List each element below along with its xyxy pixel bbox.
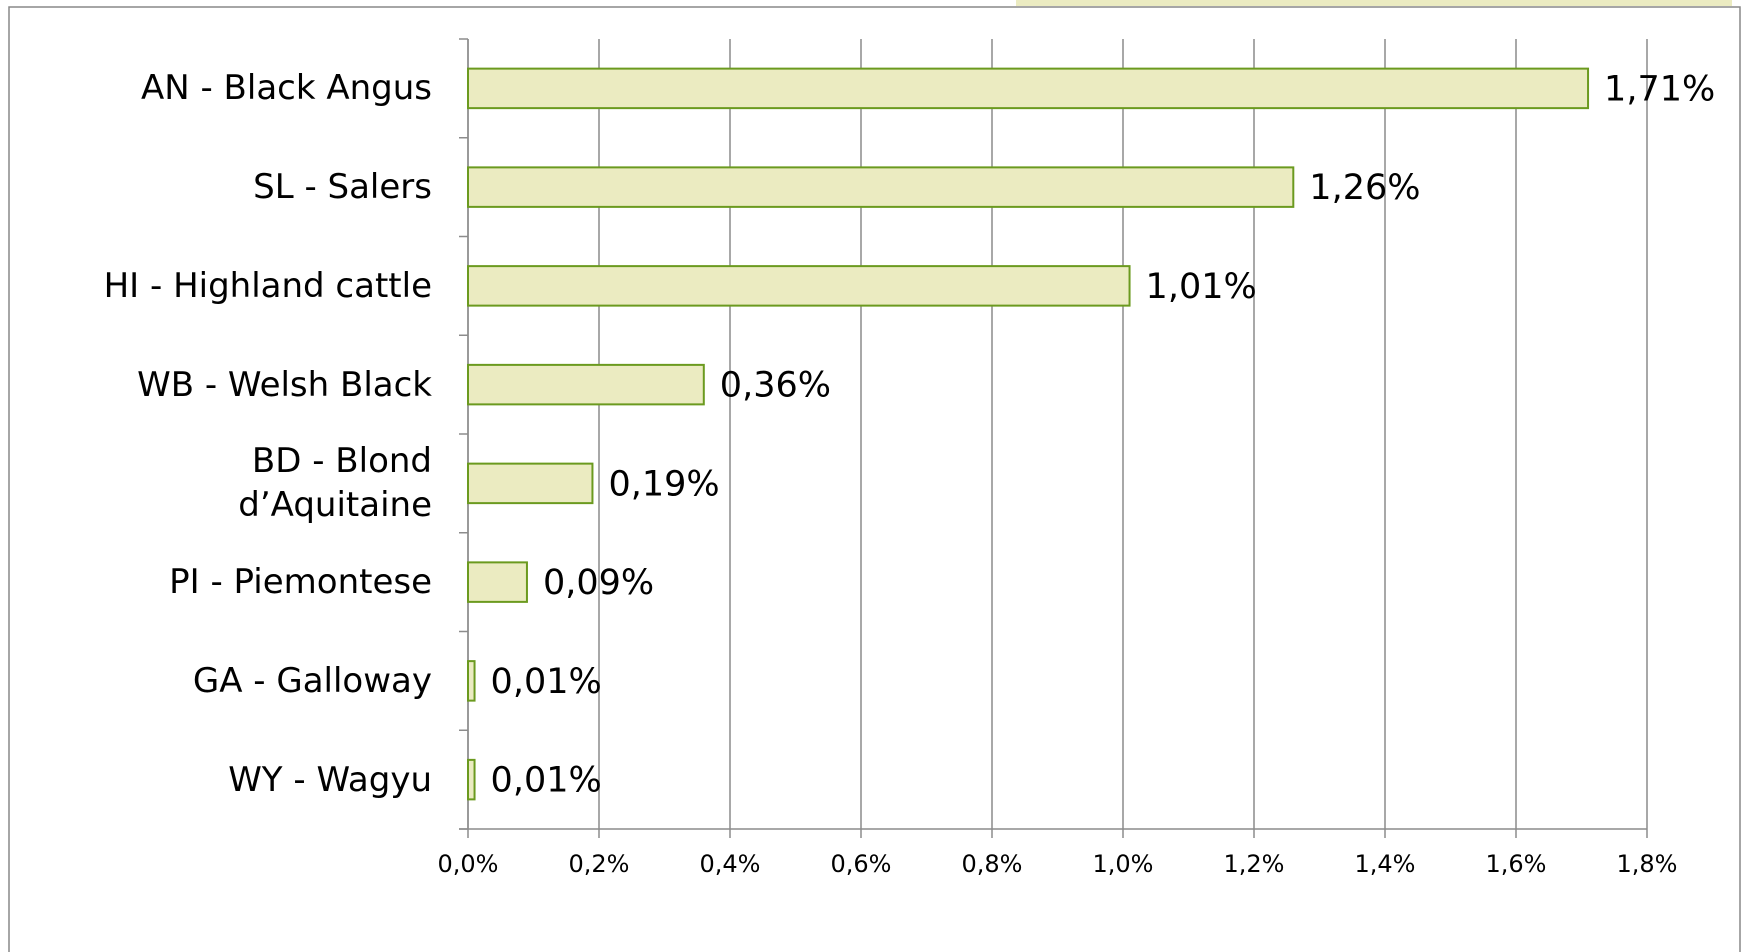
y-tick-label: HI - Highland cattle — [103, 265, 432, 306]
bar — [467, 363, 705, 406]
x-tick-label: 0,8% — [962, 850, 1023, 878]
x-tick-label: 0,0% — [438, 850, 499, 878]
value-label: 0,36% — [720, 366, 831, 406]
value-label: 0,09% — [543, 563, 654, 603]
x-tick-label: 1,6% — [1486, 850, 1547, 878]
y-tick-label: SL - Salers — [253, 167, 432, 208]
bar — [467, 758, 476, 801]
x-tick-label: 1,8% — [1617, 850, 1678, 878]
y-tick-label: GA - Galloway — [192, 660, 432, 701]
value-label: 0,01% — [491, 761, 602, 801]
x-tick-label: 1,4% — [1355, 850, 1416, 878]
bar — [467, 166, 1295, 208]
bar — [467, 67, 1590, 110]
value-label: 1,71% — [1604, 69, 1715, 109]
x-tick-label: 1,2% — [1224, 850, 1285, 878]
value-label: 0,19% — [608, 464, 719, 504]
y-tick-label: BD - Blond d’Aquitaine — [238, 441, 432, 526]
header-strip — [1016, 0, 1732, 6]
x-tick-label: 0,6% — [831, 850, 892, 878]
y-tick-label: WY - Wagyu — [228, 759, 432, 800]
x-tick-label: 1,0% — [1093, 850, 1154, 878]
y-tick-label: WB - Welsh Black — [137, 364, 432, 405]
value-label: 0,01% — [491, 662, 602, 702]
x-tick-label: 0,2% — [569, 850, 630, 878]
bar — [467, 660, 476, 702]
value-label: 1,01% — [1146, 267, 1257, 307]
bar — [467, 265, 1131, 307]
y-tick-label: AN - Black Angus — [140, 68, 432, 109]
value-label: 1,26% — [1309, 168, 1420, 208]
bar — [467, 561, 528, 603]
bar — [467, 462, 594, 505]
chart-frame — [8, 6, 1741, 952]
x-tick-label: 0,4% — [700, 850, 761, 878]
y-tick-label: PI - Piemontese — [169, 562, 432, 603]
